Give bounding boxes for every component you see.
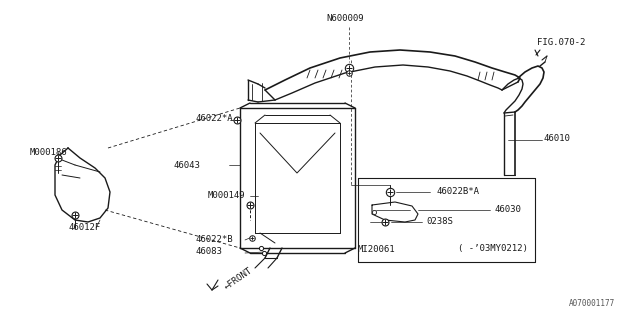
Text: 46022*B: 46022*B [195, 236, 232, 244]
Text: M000186: M000186 [30, 148, 68, 156]
Text: ←FRONT: ←FRONT [222, 266, 254, 292]
Text: 0238S: 0238S [426, 218, 453, 227]
Text: A070001177: A070001177 [569, 299, 615, 308]
Text: 46012F: 46012F [68, 223, 100, 233]
Text: N600009: N600009 [326, 13, 364, 22]
Text: 46083: 46083 [195, 247, 222, 257]
Text: 46043: 46043 [173, 161, 200, 170]
Text: 46030: 46030 [494, 205, 521, 214]
Text: M000149: M000149 [208, 191, 246, 201]
Text: 46010: 46010 [543, 133, 570, 142]
Text: 46022*A: 46022*A [195, 114, 232, 123]
Text: MI20061: MI20061 [358, 244, 396, 253]
Text: 46022B*A: 46022B*A [436, 188, 479, 196]
Text: FIG.070-2: FIG.070-2 [537, 37, 586, 46]
Text: ( -’03MY0212): ( -’03MY0212) [458, 244, 528, 253]
